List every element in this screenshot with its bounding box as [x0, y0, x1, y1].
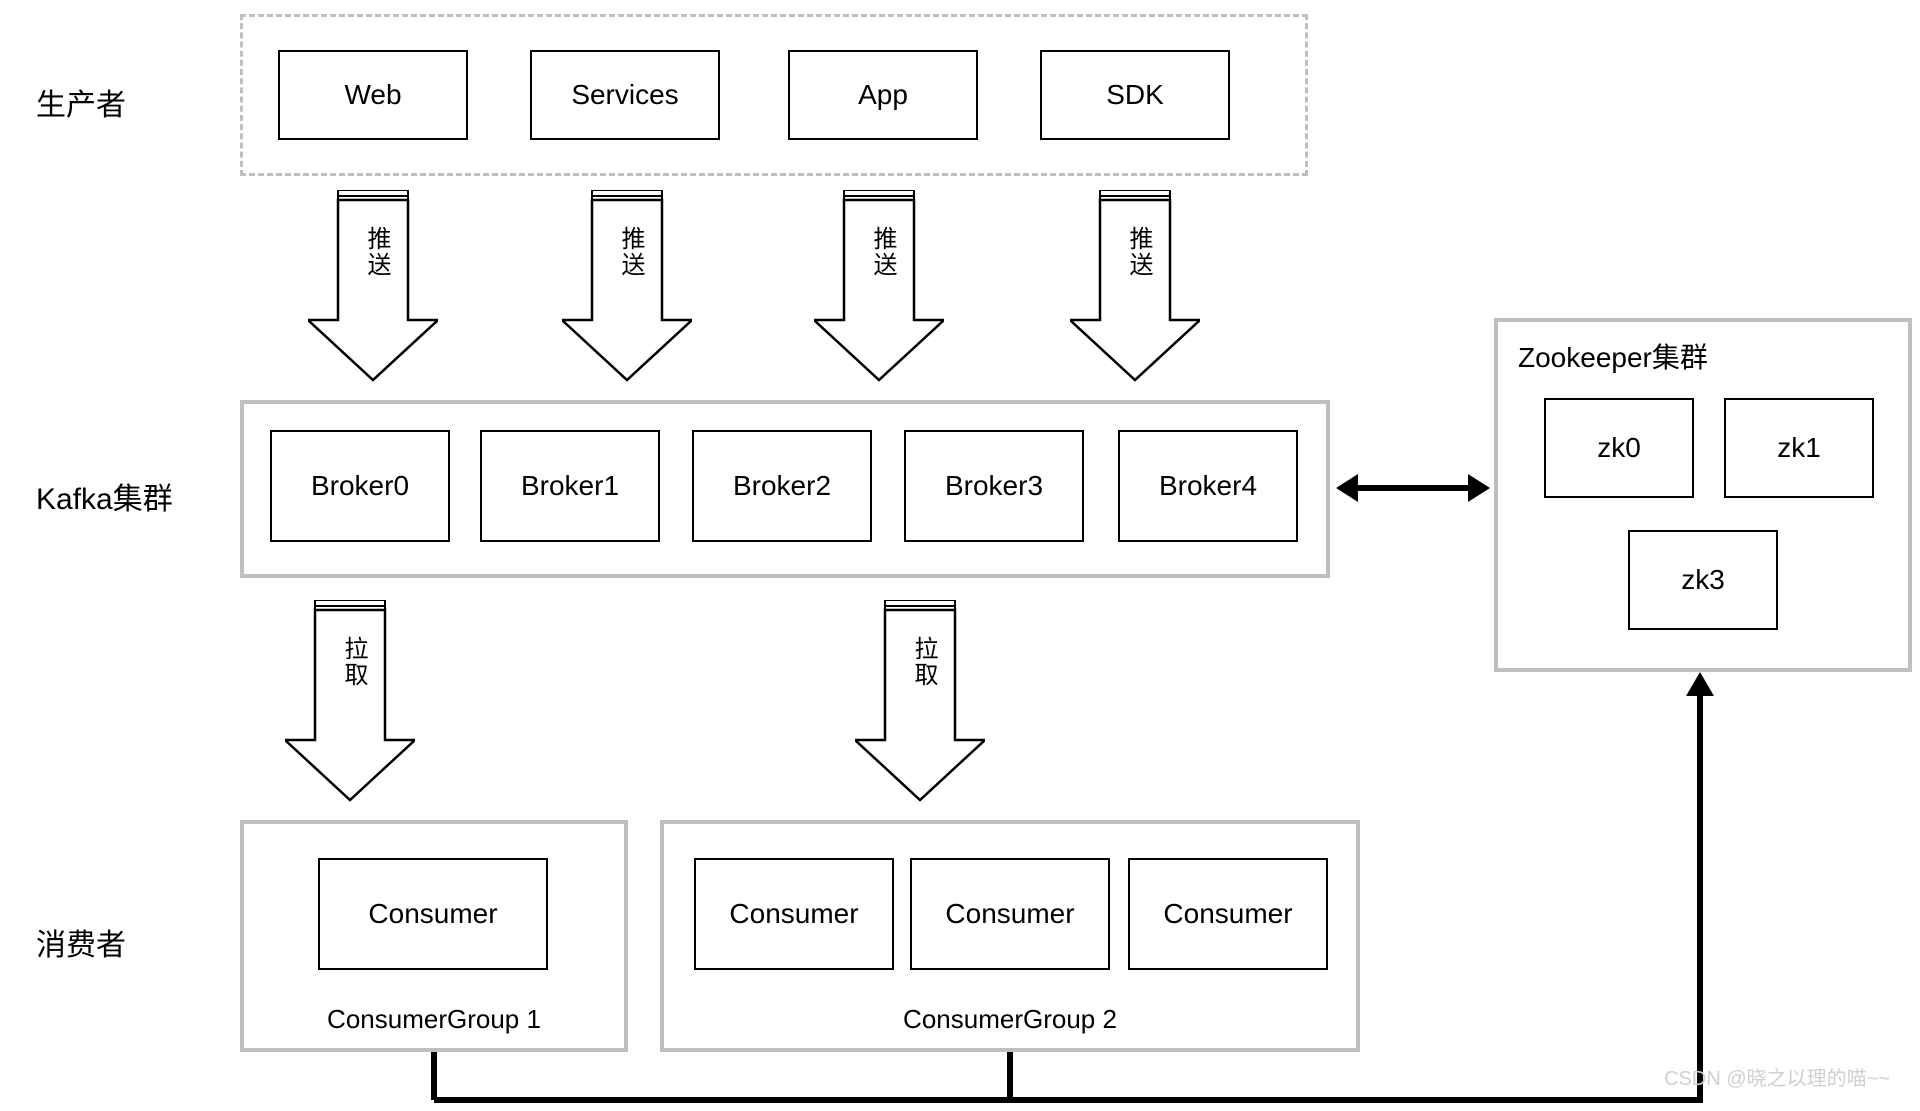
consumer-node-0-0: Consumer [318, 858, 548, 970]
broker-node-3: Broker3 [904, 430, 1084, 542]
consumer-node-1-0: Consumer [694, 858, 894, 970]
pull-label-0: 拉取 [336, 636, 371, 688]
consumer-group-caption-1: ConsumerGroup 2 [660, 1004, 1360, 1035]
push-label-2: 推送 [865, 226, 900, 278]
pull-arrow-0 [285, 600, 415, 802]
consumer-group-caption-0: ConsumerGroup 1 [240, 1004, 628, 1035]
producer-node-1: Services [530, 50, 720, 140]
push-label-1: 推送 [613, 226, 648, 278]
zk-node-0: zk0 [1544, 398, 1694, 498]
watermark: CSDN @晓之以理的喵~~ [1664, 1062, 1890, 1091]
push-label-3: 推送 [1121, 226, 1156, 278]
row-label-kafka: Kafka集群 [36, 474, 173, 518]
producer-node-2: App [788, 50, 978, 140]
producer-node-0: Web [278, 50, 468, 140]
zookeeper-title: Zookeeper集群 [1518, 336, 1708, 376]
pull-label-1: 拉取 [906, 636, 941, 688]
consumer-node-1-1: Consumer [910, 858, 1110, 970]
zk-node-1: zk1 [1724, 398, 1874, 498]
zk-node-2: zk3 [1628, 530, 1778, 630]
push-arrow-2 [814, 190, 944, 382]
pull-arrow-1 [855, 600, 985, 802]
push-arrow-0 [308, 190, 438, 382]
broker-node-4: Broker4 [1118, 430, 1298, 542]
row-label-producer: 生产者 [36, 80, 126, 124]
broker-node-1: Broker1 [480, 430, 660, 542]
broker-node-0: Broker0 [270, 430, 450, 542]
row-label-consumer: 消费者 [36, 920, 126, 964]
push-label-0: 推送 [359, 226, 394, 278]
kafka-zk-arrow [1336, 468, 1490, 508]
push-arrow-1 [562, 190, 692, 382]
broker-node-2: Broker2 [692, 430, 872, 542]
producer-node-3: SDK [1040, 50, 1230, 140]
push-arrow-3 [1070, 190, 1200, 382]
consumer-node-1-2: Consumer [1128, 858, 1328, 970]
